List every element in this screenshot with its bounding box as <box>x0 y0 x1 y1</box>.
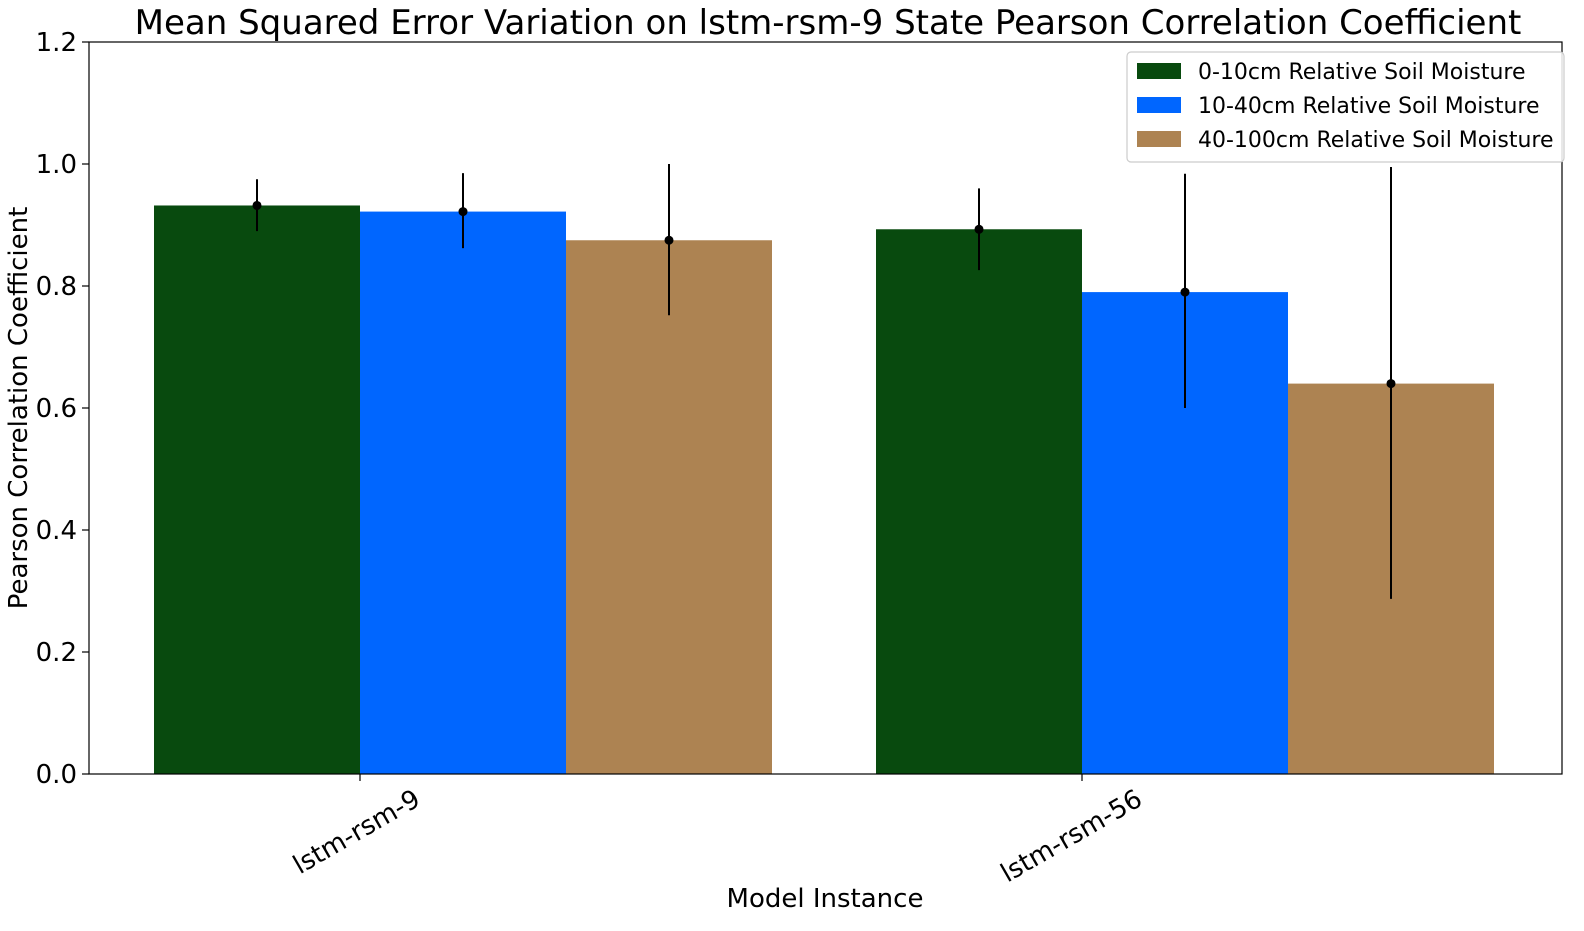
legend-label: 0-10cm Relative Soil Moisture <box>1198 60 1526 85</box>
x-axis-label: Model Instance <box>727 884 924 914</box>
y-axis: 0.0 0.2 0.4 0.6 0.8 1.0 1.2 <box>36 28 89 790</box>
mean-point <box>458 207 468 217</box>
y-axis-label: Pearson Correlation Coefficient <box>4 207 34 610</box>
y-tick-label: 0.4 <box>36 516 77 546</box>
y-tick-label: 0.2 <box>36 638 77 668</box>
y-tick-label: 1.2 <box>36 28 77 58</box>
y-tick-label: 0.8 <box>36 272 77 302</box>
bar-10-40cm-lstm-rsm-9 <box>360 211 566 774</box>
bars-layer <box>154 205 1494 775</box>
error-bars-layer <box>252 164 1396 599</box>
chart-title: Mean Squared Error Variation on lstm-rsm… <box>135 3 1522 43</box>
bar-0-10cm-lstm-rsm-56 <box>876 229 1082 774</box>
x-axis: lstm-rsm-9 lstm-rsm-56 <box>288 774 1148 889</box>
y-tick-label: 0.6 <box>36 394 77 424</box>
legend: 0-10cm Relative Soil Moisture 10-40cm Rel… <box>1126 51 1565 163</box>
bar-40-100cm-lstm-rsm-9 <box>566 240 772 774</box>
mean-point <box>1180 287 1190 297</box>
mean-point <box>1386 379 1396 389</box>
legend-label: 10-40cm Relative Soil Moisture <box>1198 94 1539 119</box>
y-tick-label: 0.0 <box>36 760 77 790</box>
bar-0-10cm-lstm-rsm-9 <box>154 205 360 775</box>
mean-point <box>664 235 674 245</box>
legend-label: 40-100cm Relative Soil Moisture <box>1198 128 1553 153</box>
legend-frame <box>1126 51 1565 163</box>
mean-point <box>252 200 262 210</box>
x-tick-label: lstm-rsm-56 <box>996 784 1148 889</box>
legend-swatch <box>1137 63 1181 79</box>
mean-point <box>974 224 984 234</box>
y-tick-label: 1.0 <box>36 150 77 180</box>
legend-swatch <box>1137 131 1181 147</box>
x-tick-label: lstm-rsm-9 <box>288 784 425 881</box>
legend-swatch <box>1137 97 1181 113</box>
